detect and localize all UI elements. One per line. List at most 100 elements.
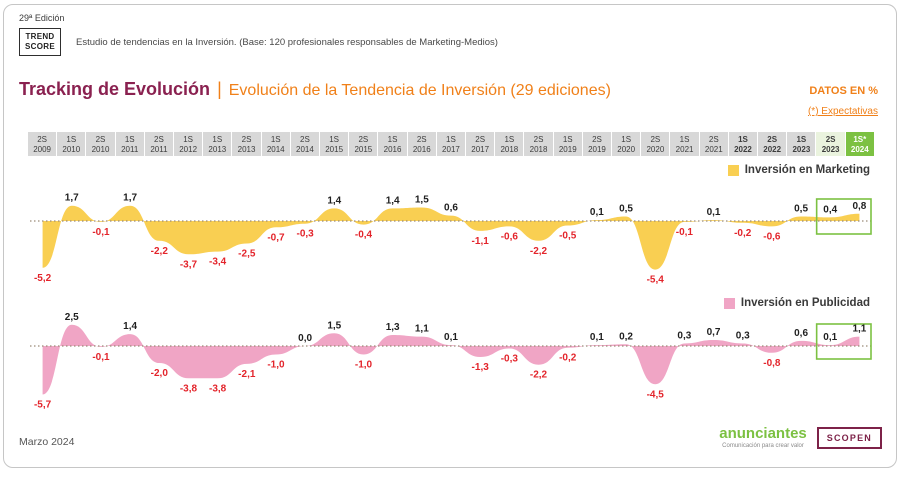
- marketing-value-label: 0,1: [707, 207, 721, 218]
- marketing-value-label: 0,4: [823, 204, 837, 215]
- marketing-chart: -5,2 1,7 -0,1 1,7 -2,2 -3,7 -3,4 -2,5 -0,7 -0,3 1,…: [28, 184, 874, 286]
- period-header: 1S 2014: [261, 132, 290, 157]
- report-date: Marzo 2024: [19, 436, 75, 448]
- marketing-value-label: -1,1: [472, 236, 490, 247]
- publicidad-value-label: 0,1: [590, 332, 604, 343]
- marketing-value-label: -0,1: [92, 227, 110, 238]
- marketing-value-label: -0,5: [559, 231, 577, 242]
- period-header: 2S 2016: [407, 132, 436, 157]
- anunciantes-logo-text: anunciantes: [719, 425, 807, 442]
- marketing-value-label: 1,4: [386, 195, 400, 206]
- marketing-value-label: -0,6: [501, 231, 519, 242]
- period-header: 2S 2021: [699, 132, 728, 157]
- marketing-value-label: -0,6: [763, 231, 781, 242]
- period-header: 2S 2019: [582, 132, 612, 157]
- period-header: 1S 2011: [115, 132, 144, 157]
- publicidad-area-svg: -5,7 2,5 -0,1 1,4 -2,0 -3,8 -3,8 -2,1 -1,0 0,0 1,5…: [30, 312, 872, 410]
- publicidad-legend: Inversión en Publicidad: [723, 297, 870, 309]
- publicidad-value-label: 1,1: [415, 324, 429, 335]
- study-description: Estudio de tendencias en la Inversión. (…: [76, 37, 498, 48]
- period-header: 1S 2017: [436, 132, 466, 157]
- marketing-value-label: -0,7: [267, 232, 285, 243]
- period-header: 2S 2014: [290, 132, 320, 157]
- publicidad-value-label: 1,4: [123, 321, 137, 332]
- marketing-value-label: -2,2: [151, 246, 169, 257]
- marketing-value-label: -5,4: [647, 275, 665, 286]
- publicidad-value-label: 0,7: [707, 327, 721, 338]
- marketing-value-label: 0,5: [794, 204, 808, 215]
- period-header: 2S 2013: [232, 132, 261, 157]
- highlight-box: [815, 198, 872, 235]
- publicidad-value-label: 0,3: [736, 330, 750, 341]
- publicidad-value-label: 0,2: [619, 331, 633, 342]
- marketing-value-label: -5,2: [34, 273, 52, 284]
- period-header: 2S 2009: [28, 132, 57, 157]
- publicidad-legend-label: Inversión en Publicidad: [740, 297, 870, 309]
- marketing-value-label: -3,7: [180, 259, 198, 270]
- publicidad-value-label: -2,0: [151, 368, 169, 379]
- scopen-logo: SCOPEN: [816, 426, 882, 449]
- publicidad-value-label: -1,0: [267, 360, 285, 371]
- period-header: 1S 2016: [378, 132, 407, 157]
- publicidad-value-label: -3,8: [180, 383, 198, 394]
- publicidad-value-label: 0,0: [298, 333, 312, 344]
- marketing-value-label: -2,5: [238, 249, 256, 260]
- publicidad-value-label: 2,5: [65, 313, 79, 323]
- period-header: 1S 2015: [320, 132, 349, 157]
- marketing-value-label: 0,5: [619, 204, 633, 215]
- publicidad-value-label: -1,3: [472, 362, 490, 373]
- marketing-value-label: 0,1: [590, 207, 604, 218]
- publicidad-chart: -5,7 2,5 -0,1 1,4 -2,0 -3,8 -3,8 -2,1 -1,0 0,0 1,5…: [28, 312, 874, 415]
- publicidad-value-label: 1,3: [386, 322, 400, 333]
- publicidad-value-label: 1,1: [852, 324, 866, 335]
- marketing-value-label: 0,8: [852, 201, 866, 212]
- period-header: 1S 2023: [787, 132, 816, 157]
- marketing-value-label: -2,2: [530, 246, 548, 257]
- period-header: 2S 2022: [758, 132, 787, 157]
- publicidad-value-label: -2,1: [238, 369, 256, 380]
- marketing-value-label: 1,7: [123, 193, 137, 204]
- marketing-swatch-icon: [727, 164, 739, 176]
- publicidad-value-label: -0,3: [501, 354, 519, 365]
- trendscore-logo-line2: SCORE: [25, 42, 55, 51]
- publicidad-value-label: 0,6: [794, 328, 808, 339]
- datos-label: DATOS EN %: [809, 85, 878, 97]
- marketing-value-label: 1,5: [415, 195, 429, 206]
- period-header-row: 2S 2009 1S 2010 2S 2010 1S 2011 2S 2011 1S 2012 1S 20…: [28, 132, 874, 157]
- publicidad-value-label: 0,3: [677, 330, 691, 341]
- period-header: 1S 2019: [553, 132, 582, 157]
- publicidad-value-label: 1,5: [327, 320, 341, 331]
- publicidad-value-label: -5,7: [34, 399, 52, 410]
- publicidad-value-label: -0,8: [763, 358, 781, 369]
- anunciantes-tagline: Comunicación para crear valor: [722, 443, 804, 449]
- period-header: 1S 2013: [203, 132, 232, 157]
- edition-label: 29ª Edición: [19, 13, 65, 23]
- period-header: 2S 2018: [524, 132, 553, 157]
- publicidad-value-label: -4,5: [647, 389, 665, 400]
- marketing-area-svg: -5,2 1,7 -0,1 1,7 -2,2 -3,7 -3,4 -2,5 -0,7 -0,3 1,…: [30, 193, 872, 286]
- period-header: 1S 2018: [495, 132, 524, 157]
- period-header: 1S 2021: [670, 132, 699, 157]
- marketing-value-label: 1,7: [65, 193, 79, 204]
- trendscore-logo: TREND SCORE: [19, 28, 61, 56]
- period-header: 2S 2011: [144, 132, 174, 157]
- expectativas-note: (*) Expectativas: [807, 106, 878, 117]
- period-header: 2S 2020: [641, 132, 670, 157]
- publicidad-value-label: -0,1: [92, 352, 110, 363]
- marketing-value-label: -0,3: [297, 229, 315, 240]
- publicidad-value-label: -0,2: [559, 353, 577, 364]
- marketing-legend: Inversión en Marketing: [727, 164, 870, 176]
- publicidad-value-label: 0,1: [444, 332, 458, 343]
- highlight-box: [815, 323, 872, 360]
- marketing-value-label: -0,4: [355, 230, 373, 241]
- title-separator: |: [217, 79, 222, 99]
- marketing-value-label: 1,4: [327, 195, 341, 206]
- marketing-area: [42, 205, 860, 270]
- publicidad-value-label: -3,8: [209, 383, 227, 394]
- publicidad-value-label: -2,2: [530, 370, 548, 381]
- trendscore-logo-line1: TREND: [25, 32, 55, 41]
- footer-logos: anunciantes Comunicación para crear valo…: [719, 426, 882, 449]
- marketing-value-label: -0,1: [676, 227, 694, 238]
- period-header: 1S 2012: [174, 132, 203, 157]
- period-header: 2S 2010: [86, 132, 115, 157]
